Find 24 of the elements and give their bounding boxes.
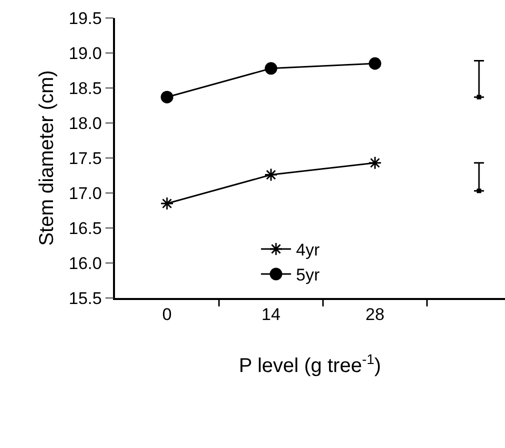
point: [264, 62, 278, 75]
x-tick-label: 28: [366, 305, 384, 324]
legend-label: 4yr: [296, 240, 320, 260]
point: [160, 196, 174, 210]
point: [368, 57, 382, 70]
y-tick-label: 16.0: [68, 254, 102, 273]
x-tick-label: 0: [162, 305, 172, 324]
y-tick-label: 17.5: [68, 148, 102, 168]
x-tick-label: 14: [262, 305, 280, 324]
point: [264, 168, 278, 182]
y-axis-title: Stem diameter (cm): [36, 70, 58, 246]
point: [476, 94, 482, 100]
y-tick-label: 18.5: [68, 78, 102, 98]
y-tick-label: 19.0: [68, 44, 102, 63]
y-tick-label: 15.5: [68, 288, 102, 308]
y-tick-label: 19.5: [68, 8, 102, 28]
y-tick-label: 16.5: [68, 218, 102, 238]
point: [368, 156, 382, 170]
y-tick-label: 18.0: [68, 114, 102, 133]
y-tick-label: 17.0: [68, 184, 102, 203]
point: [476, 188, 482, 194]
x-axis-title: P level (g tree$^{-1}$): [238, 350, 382, 378]
legend-label: 5yr: [296, 266, 320, 285]
point: [160, 90, 174, 104]
